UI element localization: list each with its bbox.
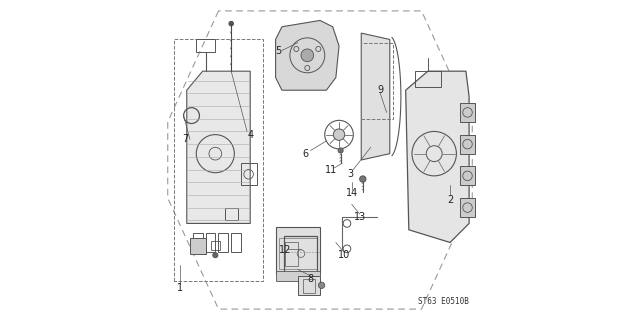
Bar: [276, 227, 320, 274]
Text: 5: 5: [276, 45, 282, 56]
Polygon shape: [187, 71, 250, 223]
Bar: [285, 243, 298, 266]
Text: 10: 10: [338, 250, 350, 260]
Text: 4: 4: [247, 130, 253, 140]
Text: ST63 E0510B: ST63 E0510B: [418, 297, 469, 306]
Bar: [460, 198, 476, 217]
Bar: [298, 276, 320, 295]
Bar: [460, 103, 476, 122]
Circle shape: [212, 252, 218, 258]
Bar: [241, 163, 257, 185]
Text: 12: 12: [279, 245, 291, 255]
Bar: [218, 233, 228, 252]
Polygon shape: [406, 71, 469, 243]
Bar: [460, 166, 476, 185]
Polygon shape: [276, 20, 339, 90]
Circle shape: [229, 21, 234, 26]
Bar: [284, 236, 317, 276]
Bar: [415, 71, 440, 87]
Bar: [193, 233, 203, 252]
Text: 13: 13: [353, 212, 366, 222]
Polygon shape: [361, 33, 390, 160]
Bar: [190, 238, 206, 253]
Text: 3: 3: [347, 169, 353, 179]
Text: 1: 1: [177, 284, 184, 293]
Text: 6: 6: [303, 149, 308, 159]
Circle shape: [338, 148, 343, 153]
Circle shape: [333, 129, 345, 140]
Circle shape: [360, 176, 366, 182]
Text: 8: 8: [307, 274, 314, 284]
Bar: [206, 233, 215, 252]
Bar: [460, 135, 476, 154]
Text: 2: 2: [447, 195, 453, 205]
Text: 9: 9: [377, 85, 383, 95]
Bar: [279, 238, 317, 269]
Text: 14: 14: [346, 188, 358, 198]
Circle shape: [319, 282, 324, 288]
Text: 7: 7: [182, 134, 188, 144]
Bar: [231, 233, 241, 252]
Text: 11: 11: [325, 164, 337, 174]
Bar: [211, 241, 220, 251]
Bar: [225, 208, 237, 220]
Bar: [196, 39, 215, 52]
Circle shape: [301, 49, 314, 62]
Bar: [276, 271, 320, 281]
Bar: [361, 43, 393, 119]
Bar: [303, 279, 316, 292]
